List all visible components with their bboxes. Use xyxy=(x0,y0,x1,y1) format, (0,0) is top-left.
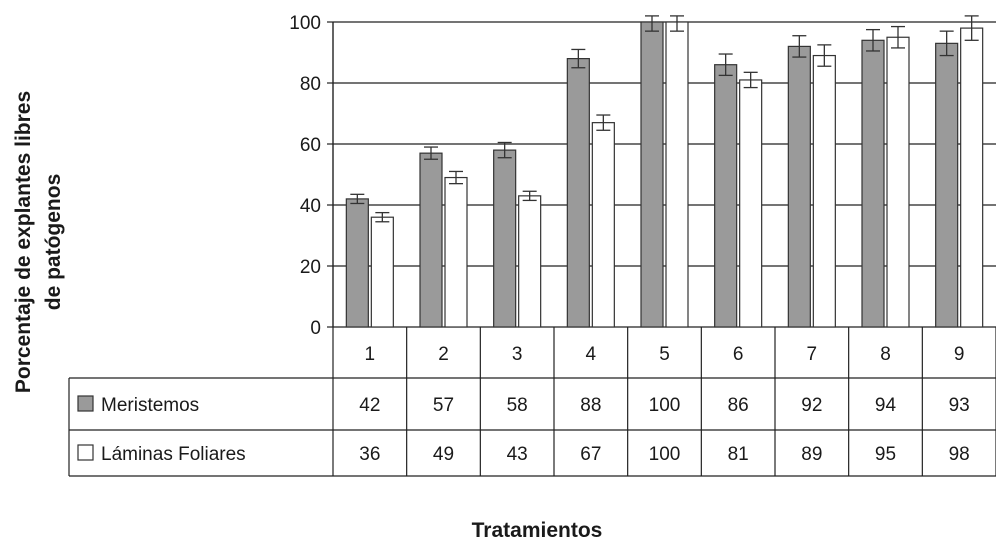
legend-swatch-meristemos xyxy=(77,395,94,412)
x-category-label: 1 xyxy=(365,344,376,365)
table-value: 94 xyxy=(875,395,897,416)
x-category-label: 2 xyxy=(438,344,449,365)
y-axis-title-line-1: Porcentaje de explantes libres xyxy=(12,91,35,393)
x-category-label: 6 xyxy=(733,344,744,365)
table-value: 92 xyxy=(801,395,822,416)
bar-laminas-foliares xyxy=(739,79,763,328)
bars xyxy=(345,15,984,328)
bar-meristemos xyxy=(861,39,885,328)
bar-laminas-foliares xyxy=(444,176,468,328)
table-value: 93 xyxy=(949,395,970,416)
table-value: 100 xyxy=(649,444,681,465)
x-category-label: 5 xyxy=(659,344,670,365)
x-category-label: 7 xyxy=(807,344,818,365)
table-value: 58 xyxy=(507,395,528,416)
table-value: 67 xyxy=(580,444,601,465)
bar-meristemos xyxy=(640,21,664,328)
table-value: 100 xyxy=(649,395,681,416)
bar-meristemos xyxy=(493,149,517,328)
y-tick-label: 20 xyxy=(300,257,321,278)
bar-laminas-foliares xyxy=(812,54,836,328)
y-axis-title-line-2: de patógenos xyxy=(42,174,65,311)
bar-meristemos xyxy=(345,198,369,328)
bar-laminas-foliares xyxy=(518,195,542,328)
table-value: 88 xyxy=(580,395,601,416)
legend-swatch-laminas-foliares xyxy=(77,444,94,461)
bar-laminas-foliares xyxy=(960,27,984,328)
x-category-label: 9 xyxy=(954,344,965,365)
gridlines xyxy=(333,21,996,328)
bar-meristemos xyxy=(419,152,443,328)
legend-label-meristemos: Meristemos xyxy=(101,395,199,416)
table-value: 57 xyxy=(433,395,454,416)
y-tick-label: 80 xyxy=(300,74,321,95)
bar-meristemos xyxy=(787,45,811,328)
table-value: 98 xyxy=(949,444,970,465)
x-axis-title: Tratamientos xyxy=(472,519,603,542)
bar-laminas-foliares xyxy=(886,36,910,328)
y-tick-label: 60 xyxy=(300,135,321,156)
bar-meristemos xyxy=(714,64,738,328)
bar-laminas-foliares xyxy=(665,21,689,328)
table-value: 49 xyxy=(433,444,454,465)
bar-laminas-foliares xyxy=(591,122,615,328)
legend-label-laminas-foliares: Láminas Foliares xyxy=(101,444,246,465)
table-value: 43 xyxy=(507,444,528,465)
y-tick-label: 100 xyxy=(289,13,321,34)
table-value: 89 xyxy=(801,444,822,465)
table-value: 42 xyxy=(359,395,380,416)
y-tick-label: 0 xyxy=(310,318,321,339)
bar-meristemos xyxy=(566,57,590,328)
x-category-label: 3 xyxy=(512,344,523,365)
y-axis: 0 20 40 60 80 100 xyxy=(289,13,334,339)
x-category-label: 4 xyxy=(586,344,597,365)
bar-laminas-foliares xyxy=(370,216,394,328)
x-category-label: 8 xyxy=(880,344,891,365)
table-value: 95 xyxy=(875,444,896,465)
table-value: 81 xyxy=(728,444,749,465)
bar-meristemos xyxy=(935,42,959,328)
y-tick-label: 40 xyxy=(300,196,321,217)
table-value: 86 xyxy=(728,395,749,416)
table-value: 36 xyxy=(359,444,380,465)
